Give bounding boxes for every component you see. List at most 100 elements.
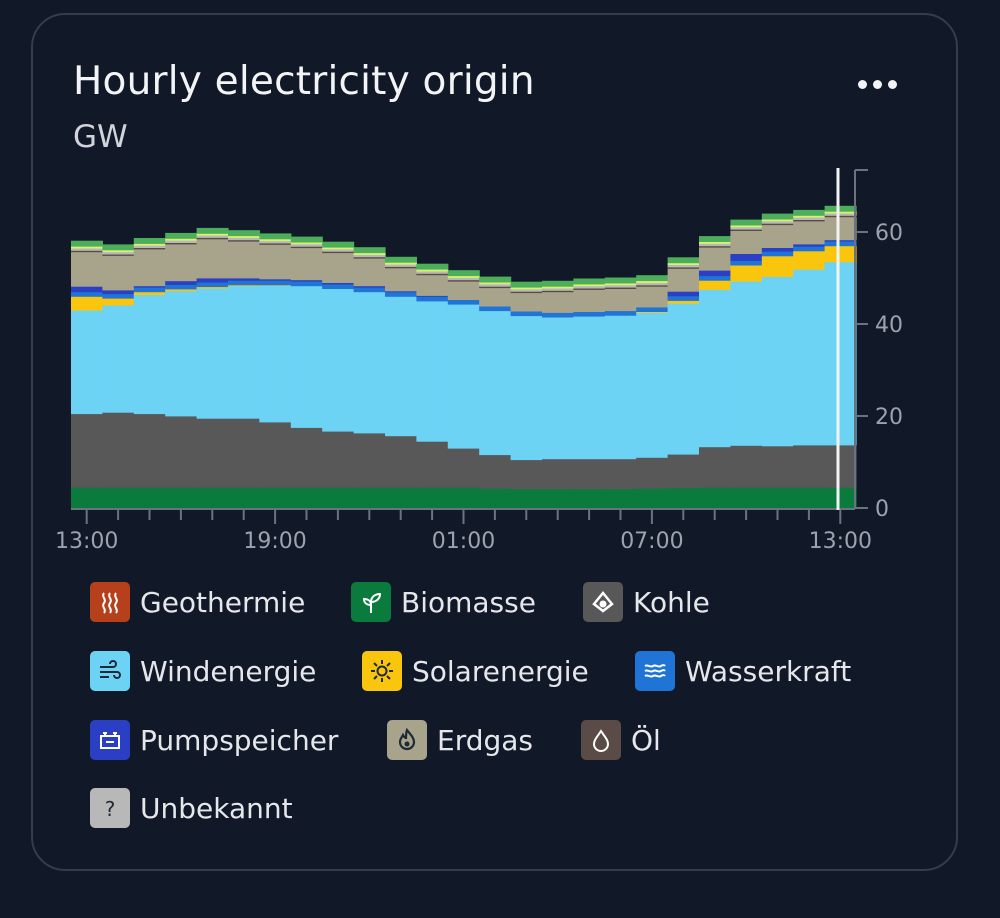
bar-segment-solarenergie[interactable] xyxy=(228,284,260,287)
bar-segment-erdgas[interactable] xyxy=(102,255,135,291)
bar-segment-windenergie[interactable] xyxy=(102,305,135,413)
bar-segment-windenergie[interactable] xyxy=(573,316,606,460)
bar-segment-unbekannt[interactable] xyxy=(604,284,637,288)
bar-segment-kohle[interactable] xyxy=(510,459,543,490)
bar-segment-pumpspeicher[interactable] xyxy=(385,290,417,293)
bar-segment-other-renewables[interactable] xyxy=(353,247,386,254)
bar-segment-other-renewables[interactable] xyxy=(699,236,731,242)
bar-segment-pumpspeicher[interactable] xyxy=(667,291,700,297)
bar-segment-windenergie[interactable] xyxy=(730,281,763,446)
bar-segment-unbekannt[interactable] xyxy=(793,217,826,220)
bar-segment-wasserkraft[interactable] xyxy=(196,282,229,288)
bar-segment-erdgas[interactable] xyxy=(510,292,543,312)
bar-segment-kohle[interactable] xyxy=(667,454,700,489)
bar-segment-geothermie[interactable] xyxy=(573,284,606,287)
bar-segment-windenergie[interactable] xyxy=(353,291,386,434)
bar-segment-unbekannt[interactable] xyxy=(102,251,135,255)
bar-segment-geothermie[interactable] xyxy=(290,242,323,245)
bar-segment-biomasse[interactable] xyxy=(573,488,606,509)
bar-segment-kohle[interactable] xyxy=(730,445,763,488)
bar-segment-kohle[interactable] xyxy=(353,433,386,488)
bar-segment-wasserkraft[interactable] xyxy=(133,287,166,293)
bar-segment-pumpspeicher[interactable] xyxy=(71,286,103,293)
bar-segment-wasserkraft[interactable] xyxy=(730,260,763,266)
bar-segment-kohle[interactable] xyxy=(196,418,229,488)
bar-segment-erdgas[interactable] xyxy=(667,268,700,292)
bar-segment--l[interactable] xyxy=(353,256,386,259)
bar-segment-biomasse[interactable] xyxy=(290,487,323,509)
bar-segment-solarenergie[interactable] xyxy=(636,311,669,313)
bar-segment--l[interactable] xyxy=(793,219,826,222)
bar-segment-pumpspeicher[interactable] xyxy=(290,279,323,282)
bar-segment-windenergie[interactable] xyxy=(636,312,669,458)
bar-segment-kohle[interactable] xyxy=(447,448,480,488)
bar-segment--l[interactable] xyxy=(165,242,198,245)
bar-segment--l[interactable] xyxy=(259,243,292,245)
bar-segment-other-renewables[interactable] xyxy=(667,257,700,264)
bar-segment-geothermie[interactable] xyxy=(102,249,135,253)
legend-item-geothermie[interactable]: Geothermie xyxy=(90,582,305,622)
bar-segment--l[interactable] xyxy=(447,279,480,282)
bar-segment-kohle[interactable] xyxy=(479,454,512,489)
bar-segment-windenergie[interactable] xyxy=(133,294,166,415)
bar-segment-biomasse[interactable] xyxy=(542,488,574,509)
bar-segment-kohle[interactable] xyxy=(761,445,794,488)
bar-segment-geothermie[interactable] xyxy=(322,247,355,250)
bar-segment-geothermie[interactable] xyxy=(416,269,449,272)
bar-segment-biomasse[interactable] xyxy=(196,487,229,509)
bar-segment-other-renewables[interactable] xyxy=(479,276,512,283)
bar-segment-erdgas[interactable] xyxy=(824,216,857,241)
bar-segment--l[interactable] xyxy=(385,266,417,269)
bar-segment-wasserkraft[interactable] xyxy=(761,251,794,257)
bar-segment-solarenergie[interactable] xyxy=(793,250,826,270)
bar-segment-pumpspeicher[interactable] xyxy=(699,270,731,277)
bar-segment-unbekannt[interactable] xyxy=(699,243,731,247)
bar-segment-biomasse[interactable] xyxy=(385,487,417,509)
bar-segment-unbekannt[interactable] xyxy=(824,213,857,216)
bar-segment-erdgas[interactable] xyxy=(165,244,198,282)
bar-segment-unbekannt[interactable] xyxy=(573,285,606,289)
bar-segment-windenergie[interactable] xyxy=(228,285,260,419)
bar-segment-geothermie[interactable] xyxy=(824,211,857,214)
bar-segment-windenergie[interactable] xyxy=(510,315,543,461)
legend-item-solar[interactable]: Solarenergie xyxy=(362,651,589,691)
bar-segment-erdgas[interactable] xyxy=(542,291,574,313)
bar-segment--l[interactable] xyxy=(102,254,135,256)
bar-segment--l[interactable] xyxy=(196,237,229,240)
bar-segment-kohle[interactable] xyxy=(322,431,355,488)
bar-segment-windenergie[interactable] xyxy=(416,301,449,442)
bar-segment-unbekannt[interactable] xyxy=(416,271,449,274)
bar-segment-unbekannt[interactable] xyxy=(322,249,355,252)
bar-segment-solarenergie[interactable] xyxy=(824,245,857,263)
bar-segment-pumpspeicher[interactable] xyxy=(793,244,826,247)
bar-segment-kohle[interactable] xyxy=(604,458,637,490)
bar-segment-geothermie[interactable] xyxy=(259,238,292,242)
legend-item-oel[interactable]: Öl xyxy=(581,720,661,760)
bar-segment-kohle[interactable] xyxy=(385,435,417,488)
bar-segment-erdgas[interactable] xyxy=(730,230,763,254)
bar-segment-biomasse[interactable] xyxy=(824,487,857,509)
bar-segment-geothermie[interactable] xyxy=(730,225,763,228)
bar-segment-unbekannt[interactable] xyxy=(447,277,480,281)
bar-segment-wasserkraft[interactable] xyxy=(510,311,543,317)
bar-segment-erdgas[interactable] xyxy=(259,244,292,280)
bar-segment-erdgas[interactable] xyxy=(573,289,606,313)
bar-segment-other-renewables[interactable] xyxy=(573,278,606,285)
bar-segment-unbekannt[interactable] xyxy=(636,282,669,286)
bar-segment-biomasse[interactable] xyxy=(165,487,198,509)
bar-segment-erdgas[interactable] xyxy=(416,274,449,296)
bar-segment-geothermie[interactable] xyxy=(196,233,229,236)
bar-segment--l[interactable] xyxy=(604,287,637,289)
bar-segment-erdgas[interactable] xyxy=(479,287,512,307)
bar-segment--l[interactable] xyxy=(479,286,512,289)
bar-segment-unbekannt[interactable] xyxy=(730,226,763,230)
bar-segment-pumpspeicher[interactable] xyxy=(228,278,260,281)
bar-segment-solarenergie[interactable] xyxy=(259,284,292,286)
bar-segment-wasserkraft[interactable] xyxy=(667,295,700,301)
bar-segment-wasserkraft[interactable] xyxy=(824,241,857,247)
bar-segment-solarenergie[interactable] xyxy=(667,300,700,304)
bar-segment-windenergie[interactable] xyxy=(479,310,512,456)
bar-segment-kohle[interactable] xyxy=(228,418,260,488)
bar-segment-other-renewables[interactable] xyxy=(290,236,323,243)
bar-segment--l[interactable] xyxy=(699,245,731,248)
